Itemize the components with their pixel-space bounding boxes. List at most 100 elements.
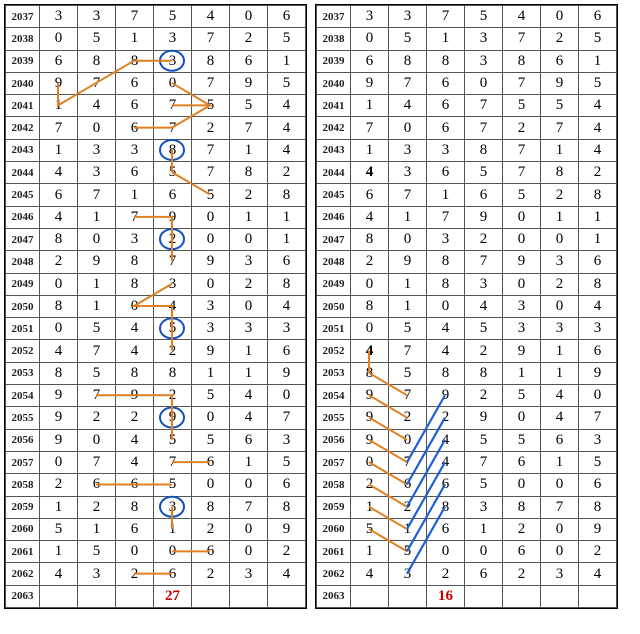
table-row: 20456716528 [6,184,306,206]
data-cell: 4 [427,429,465,451]
data-cell: 8 [40,228,78,250]
data-cell: 5 [154,429,192,451]
data-cell: 6 [268,474,306,496]
data-cell: 5 [503,184,541,206]
data-cell: 2 [427,563,465,585]
data-cell: 4 [40,563,78,585]
data-cell: 1 [351,541,389,563]
row-index: 2044 [317,162,351,184]
data-cell: 9 [192,340,230,362]
data-cell: 8 [154,362,192,384]
data-cell: 2 [541,28,579,50]
data-cell: 0 [351,451,389,473]
data-cell: 0 [78,117,116,139]
data-cell: 0 [78,429,116,451]
data-cell: 8 [351,362,389,384]
data-cell: 1 [40,496,78,518]
data-cell: 7 [78,184,116,206]
data-cell: 7 [154,251,192,273]
data-cell: 0 [40,273,78,295]
data-cell: 2 [78,407,116,429]
data-cell: 2 [427,407,465,429]
data-cell [230,585,268,607]
data-cell: 0 [503,206,541,228]
data-cell: 7 [116,206,154,228]
data-cell: 9 [579,362,617,384]
data-cell: 6 [192,451,230,473]
right-table: 2037337540620380513725203968838612040976… [316,5,617,608]
data-cell: 3 [230,318,268,340]
row-index: 2041 [317,95,351,117]
data-cell: 9 [40,385,78,407]
data-cell [465,585,503,607]
data-cell: 1 [541,206,579,228]
data-cell: 3 [427,139,465,161]
table-row: 20624326234 [317,563,617,585]
data-cell: 6 [116,95,154,117]
data-cell: 6 [427,518,465,540]
data-cell: 4 [541,385,579,407]
prediction-value: 16 [438,588,453,604]
data-cell: 8 [268,273,306,295]
data-cell: 5 [268,451,306,473]
data-cell: 8 [503,496,541,518]
data-cell: 8 [192,50,230,72]
data-cell: 7 [465,451,503,473]
data-cell: 8 [541,162,579,184]
data-cell: 9 [351,429,389,451]
data-cell: 6 [230,50,268,72]
data-cell: 7 [427,206,465,228]
table-row: 20490183028 [317,273,617,295]
row-index: 2063 [317,585,351,607]
data-cell: 3 [78,563,116,585]
data-cell: 0 [192,206,230,228]
data-cell: 4 [579,295,617,317]
data-cell: 5 [465,6,503,28]
data-cell: 8 [579,184,617,206]
data-cell: 1 [78,206,116,228]
data-cell: 0 [389,228,427,250]
table-row: 20444365782 [317,162,617,184]
data-cell: 9 [154,206,192,228]
data-cell: 0 [268,385,306,407]
data-cell: 1 [116,184,154,206]
data-cell: 27 [154,585,192,607]
data-cell: 2 [579,162,617,184]
row-index: 2041 [6,95,40,117]
data-cell: 4 [116,429,154,451]
data-cell: 8 [116,496,154,518]
data-cell: 9 [579,518,617,540]
data-cell: 9 [351,72,389,94]
data-cell: 5 [389,362,427,384]
data-cell: 1 [389,206,427,228]
table-row: 20482987936 [317,251,617,273]
data-cell: 1 [78,295,116,317]
data-cell: 1 [230,451,268,473]
data-cell: 2 [503,117,541,139]
data-cell: 6 [192,541,230,563]
data-cell: 3 [154,50,192,72]
data-cell: 6 [154,184,192,206]
data-cell: 9 [78,251,116,273]
data-cell: 9 [40,72,78,94]
data-cell: 1 [40,95,78,117]
data-cell: 4 [427,451,465,473]
data-cell: 1 [579,50,617,72]
data-cell: 4 [116,340,154,362]
data-cell: 7 [389,451,427,473]
data-cell: 7 [78,72,116,94]
table-row: 20591283878 [6,496,306,518]
data-cell: 8 [78,50,116,72]
row-index: 2048 [6,251,40,273]
data-cell: 3 [154,28,192,50]
row-index: 2057 [6,451,40,473]
data-cell: 8 [154,139,192,161]
data-cell: 8 [351,228,389,250]
data-cell: 2 [40,251,78,273]
data-cell: 7 [230,496,268,518]
data-cell: 2 [192,563,230,585]
data-cell: 9 [541,72,579,94]
data-cell: 0 [116,295,154,317]
data-cell: 1 [541,451,579,473]
data-cell: 9 [427,385,465,407]
